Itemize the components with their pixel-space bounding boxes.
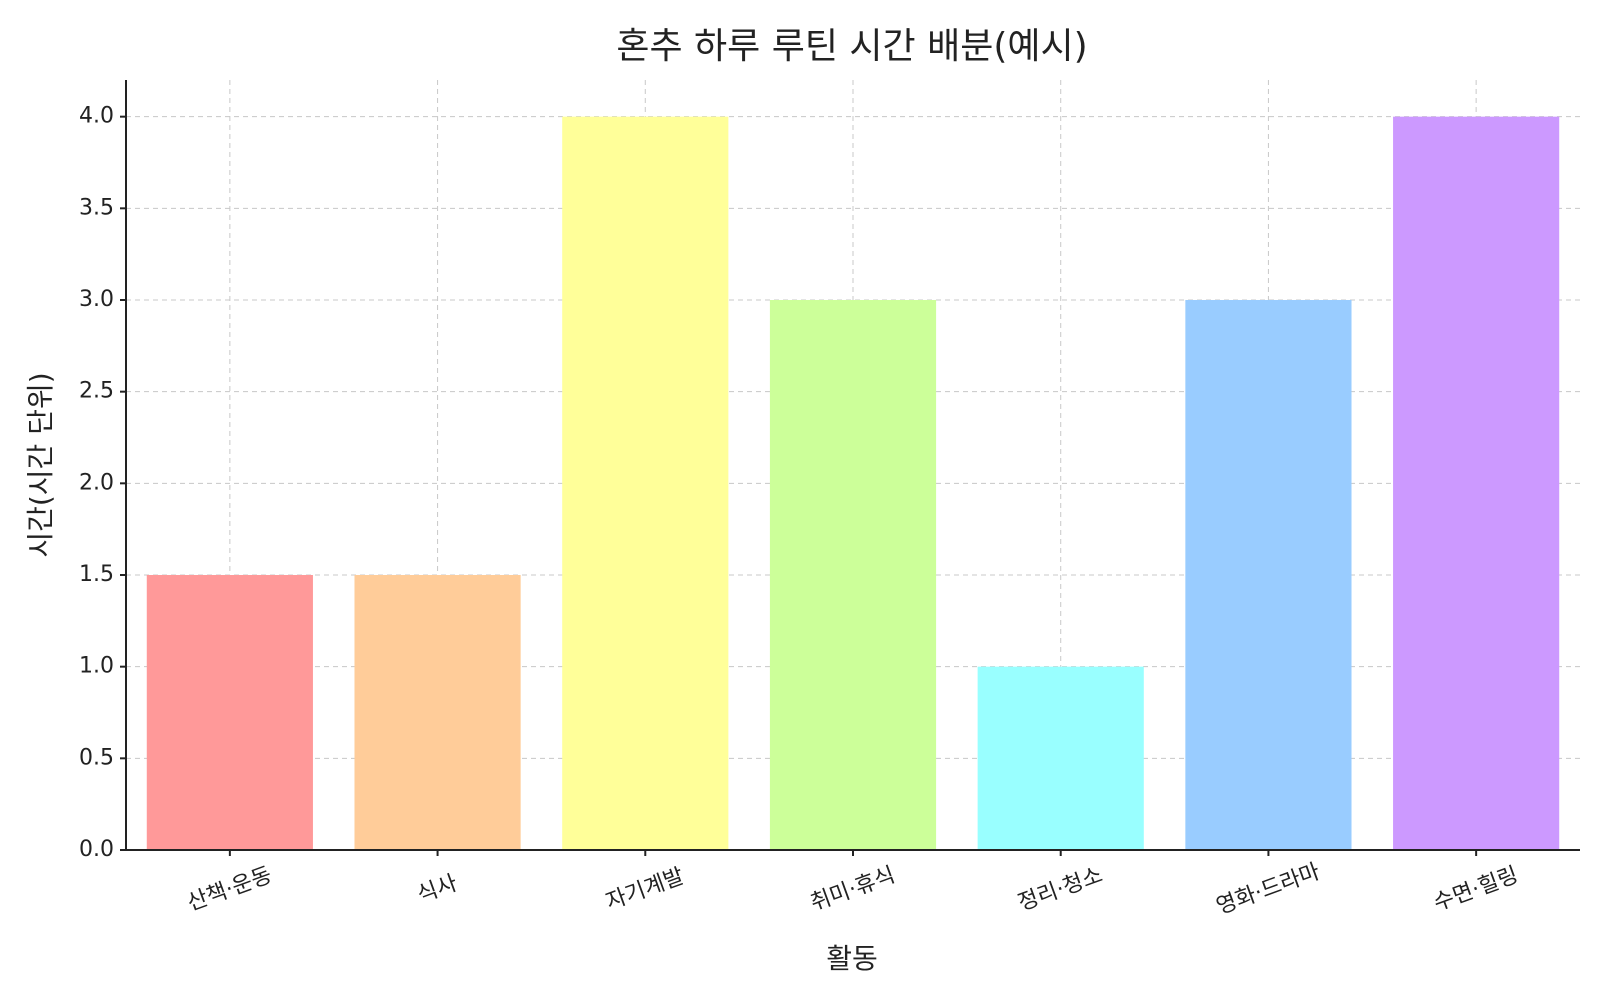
x-tick-label: 식사 — [414, 871, 461, 908]
bar — [354, 575, 521, 850]
y-tick-label: 1.0 — [79, 654, 114, 679]
bar — [977, 666, 1144, 850]
y-axis-label: 시간(시간 단위) — [24, 372, 57, 557]
y-tick-label: 0.0 — [79, 837, 114, 862]
chart-title: 혼추 하루 루틴 시간 배분(예시) — [616, 26, 1087, 67]
y-tick-label: 0.5 — [79, 745, 114, 770]
x-tick-label: 취미·휴식 — [807, 863, 898, 917]
bar — [1393, 116, 1560, 850]
y-tick-label: 4.0 — [79, 104, 114, 129]
x-tick-label: 산책·운동 — [184, 863, 275, 917]
y-tick-label: 2.5 — [79, 379, 114, 404]
x-tick-label: 영화·드라마 — [1213, 859, 1323, 920]
x-tick-label: 수면·힐링 — [1430, 863, 1521, 917]
bar — [1185, 300, 1352, 850]
bar — [769, 300, 937, 850]
y-tick-label: 1.5 — [79, 562, 114, 587]
bar — [562, 116, 729, 850]
y-tick-label: 3.5 — [79, 195, 114, 220]
x-tick-label: 정리·청소 — [1015, 863, 1106, 917]
x-tick-label: 자기계발 — [603, 864, 688, 915]
y-tick-label: 2.0 — [79, 470, 114, 495]
y-tick-label: 3.0 — [79, 287, 114, 312]
x-axis-label: 활동 — [826, 942, 878, 975]
bar — [146, 575, 313, 850]
